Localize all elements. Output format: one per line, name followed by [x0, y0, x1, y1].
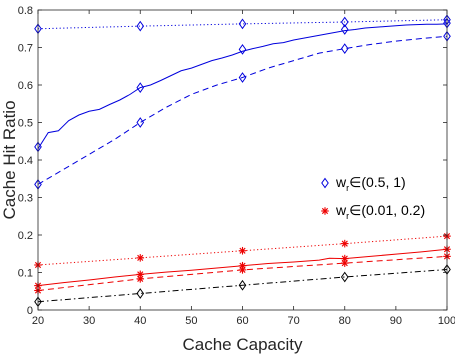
x-tick-label: 100: [438, 315, 455, 327]
legend-range: ∈(0.5, 1): [349, 174, 406, 190]
legend-marker-1: [321, 207, 329, 215]
data-point-blue-solid: [136, 82, 145, 93]
x-tick-label: 20: [32, 315, 44, 327]
data-point-red-dotted: [136, 254, 145, 262]
data-point-black-dashdot: [238, 279, 247, 291]
x-tick-label: 90: [390, 315, 402, 327]
data-point-blue-dotted: [340, 16, 349, 28]
legend-subscript: r: [346, 211, 349, 221]
y-tick-label: 0.5: [18, 118, 33, 130]
x-tick-label: 30: [83, 315, 95, 327]
y-tick-label: 0.7: [18, 43, 33, 55]
x-tick-label: 60: [236, 315, 248, 327]
plot-area: [38, 10, 447, 310]
y-tick-label: 0.1: [18, 268, 33, 280]
series-line-blue-dashed: [37, 35, 448, 185]
legend-marker-0: [321, 177, 329, 189]
x-tick-label: 50: [185, 315, 197, 327]
data-point-blue-dashed: [136, 117, 145, 128]
series-line-black-dashdot: [37, 269, 448, 303]
legend-entry-label: wr∈(0.01, 0.2): [335, 202, 425, 221]
y-tick-label: 0: [27, 305, 33, 317]
data-point-blue-dotted: [238, 18, 247, 30]
data-point-blue-dotted: [136, 20, 145, 32]
y-tick-label: 0.4: [18, 155, 33, 167]
x-axis-label: Cache Capacity: [182, 335, 303, 354]
y-axis-label: Cache Hit Ratio: [0, 100, 19, 219]
legend: wr∈(0.5, 1)wr∈(0.01, 0.2): [321, 174, 425, 221]
series-line-blue-solid: [37, 23, 448, 150]
x-tick-label: 70: [288, 315, 300, 327]
legend-subscript: r: [346, 183, 349, 193]
data-point-red-dashed: [340, 259, 349, 267]
data-point-black-dashdot: [136, 288, 145, 299]
y-tick-label: 0.8: [18, 5, 33, 17]
data-point-red-dotted: [238, 246, 247, 255]
data-point-red-dashed: [136, 275, 145, 283]
y-tick-label: 0.2: [18, 230, 33, 242]
data-point-blue-solid: [340, 24, 349, 35]
data-point-blue-dashed: [340, 43, 349, 54]
data-point-red-dashed: [238, 266, 247, 274]
series-line-red-solid: [37, 248, 448, 287]
legend-entry-label: wr∈(0.5, 1): [335, 174, 406, 193]
x-tick-label: 80: [339, 315, 351, 327]
y-tick-label: 0.6: [18, 80, 33, 92]
legend-prefix: w: [335, 174, 347, 190]
data-point-blue-solid: [238, 44, 247, 55]
data-point-blue-dashed: [238, 72, 247, 83]
legend-prefix: w: [335, 202, 347, 218]
data-point-black-dashdot: [340, 271, 349, 283]
legend-range: ∈(0.01, 0.2): [349, 202, 425, 218]
tick-layer: 20 30 40 50 60 70 80 90 100 0 0.1 0.2 0.3 0.4 0.5 0.6 0.…: [18, 5, 455, 327]
data-point-red-dotted: [340, 239, 349, 248]
x-tick-label: 40: [134, 315, 146, 327]
y-tick-label: 0.3: [18, 193, 33, 205]
